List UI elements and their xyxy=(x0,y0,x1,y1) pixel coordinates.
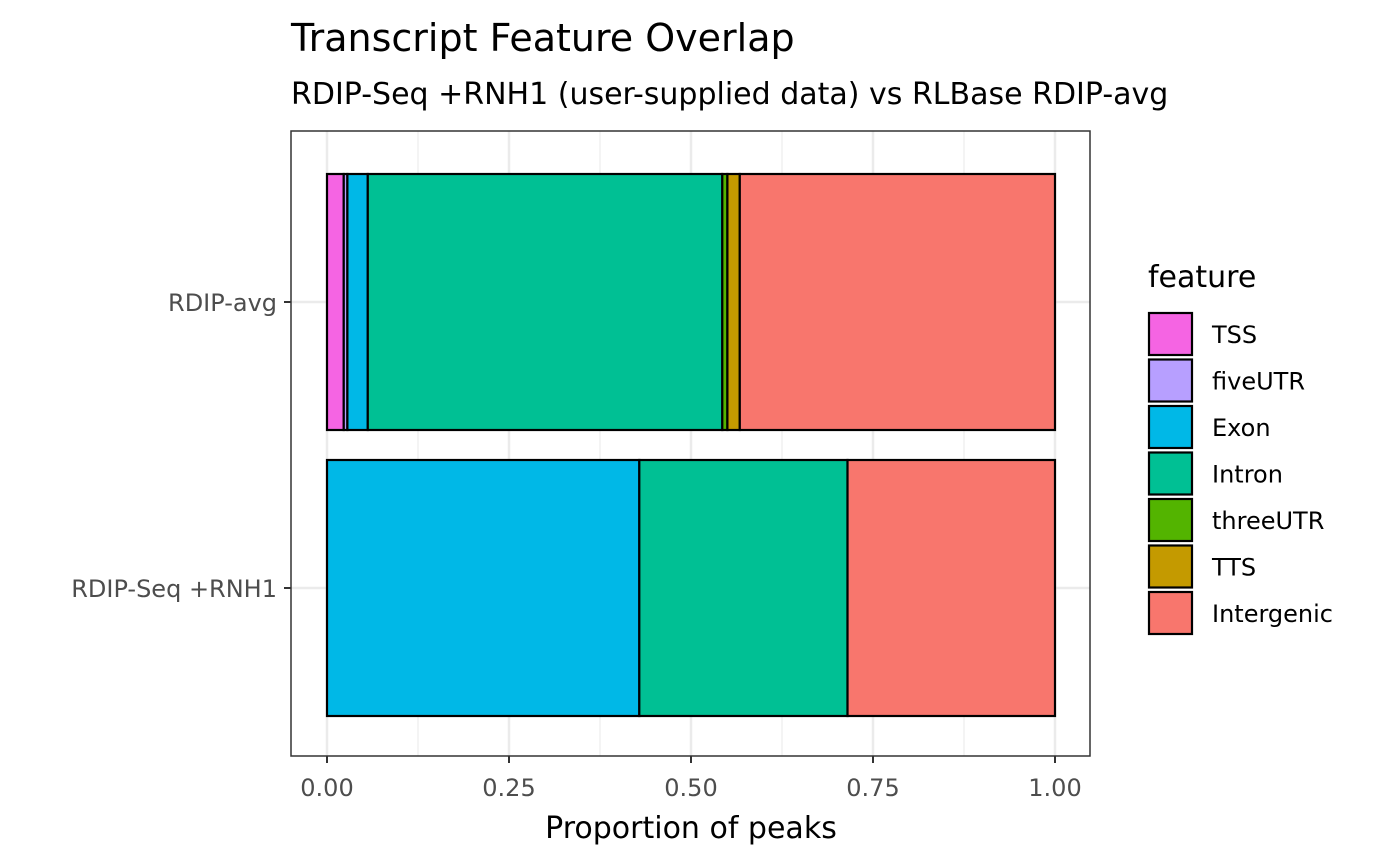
x-axis: 0.00 0.25 0.50 0.75 1.00 xyxy=(300,756,1082,802)
x-tick-label: 0.75 xyxy=(846,774,899,802)
bar-segment-intron xyxy=(366,172,724,432)
bar-segment-intron xyxy=(638,458,849,718)
y-tick-label: RDIP-avg xyxy=(168,289,277,317)
x-tick-label: 0.00 xyxy=(300,774,353,802)
chart-title: Transcript Feature Overlap xyxy=(290,16,795,60)
x-tick-label: 0.50 xyxy=(664,774,717,802)
legend-title: feature xyxy=(1148,260,1256,295)
x-axis-title: Proportion of peaks xyxy=(545,811,837,846)
legend-key-fiveutr xyxy=(1147,358,1194,403)
bar-segment-exon xyxy=(346,172,369,432)
legend-label: TSS xyxy=(1211,321,1257,349)
panel-border xyxy=(290,130,1091,757)
legend-key-intron xyxy=(1147,451,1194,496)
chart-subtitle: RDIP-Seq +RNH1 (user-supplied data) vs R… xyxy=(291,77,1168,112)
legend-label: Intron xyxy=(1212,461,1283,489)
legend-label: fiveUTR xyxy=(1212,368,1305,396)
bar-segment-tss xyxy=(325,172,345,432)
legend-key-intergenic xyxy=(1147,590,1194,636)
legend-label: Intergenic xyxy=(1212,600,1333,628)
bar-segment-tts xyxy=(726,172,741,432)
legend-key-tss xyxy=(1147,311,1194,357)
legend-label: threeUTR xyxy=(1212,507,1324,535)
legend-key-exon xyxy=(1147,404,1194,450)
legend-label: Exon xyxy=(1212,414,1271,442)
bars-layer xyxy=(325,172,1057,718)
bar-segment-exon xyxy=(325,458,641,718)
legend-key-threeutr xyxy=(1147,497,1194,543)
bar-segment-intergenic xyxy=(738,172,1057,432)
legend-key-tts xyxy=(1147,544,1194,589)
legend: feature TSS fiveUTR Exon Intron threeUTR TTS I… xyxy=(1147,260,1333,636)
x-tick-label: 0.25 xyxy=(482,774,535,802)
y-axis: RDIP-avg RDIP-Seq +RNH1 xyxy=(71,289,291,603)
legend-label: TTS xyxy=(1211,554,1256,582)
y-tick-label: RDIP-Seq +RNH1 xyxy=(71,575,277,603)
bar-segment-intergenic xyxy=(846,458,1057,718)
x-tick-label: 1.00 xyxy=(1028,774,1081,802)
